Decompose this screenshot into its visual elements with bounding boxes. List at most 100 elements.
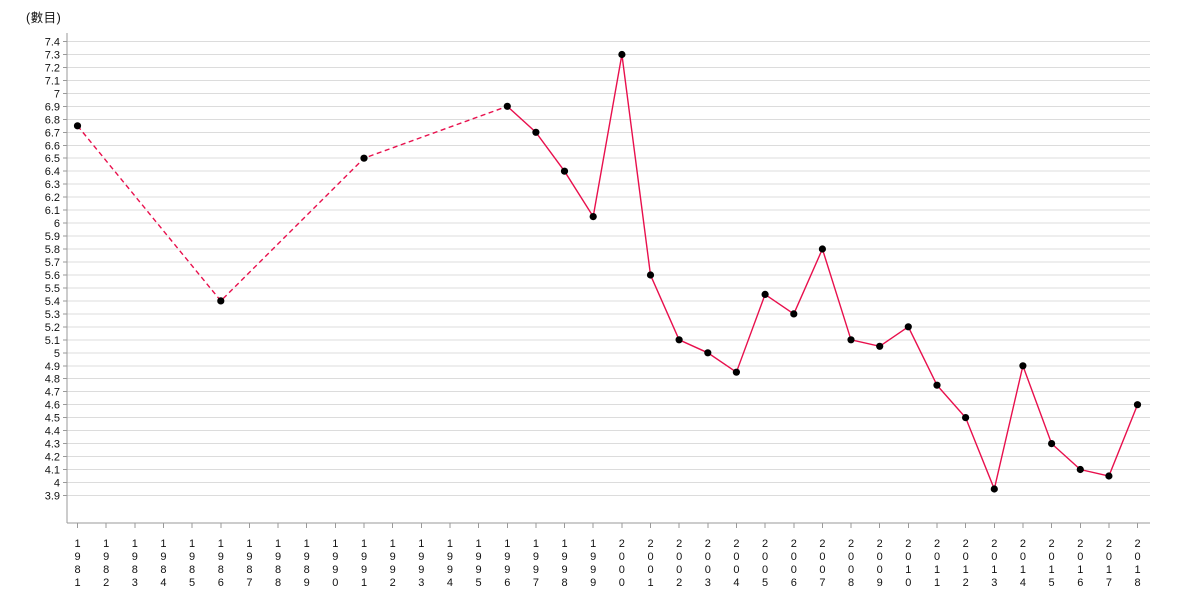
- data-point-marker: [646, 271, 655, 279]
- data-point-marker: [990, 485, 998, 493]
- data-point-marker: [360, 154, 368, 162]
- data-point-marker: [1076, 465, 1084, 474]
- y-tick-label: 4.2: [45, 452, 60, 464]
- y-tick-label: 4.9: [45, 361, 60, 373]
- y-axis-title: (數目): [26, 11, 62, 25]
- y-tick-label: 4.3: [45, 439, 60, 451]
- data-point-marker: [933, 381, 941, 389]
- data-point-marker: [532, 128, 540, 136]
- y-tick-label: 6.5: [45, 153, 60, 165]
- y-tick-label: 5.5: [45, 283, 60, 295]
- y-tick-label: 6.7: [45, 127, 60, 139]
- y-tick-label: 5.8: [45, 244, 60, 256]
- data-point-marker: [1019, 362, 1027, 370]
- y-tick-label: 4.4: [45, 426, 60, 438]
- y-tick-label: 7.1: [45, 75, 60, 87]
- y-tick-label: 5.4: [45, 296, 60, 308]
- y-tick-label: 4.1: [45, 465, 60, 477]
- y-tick-label: 6.1: [45, 205, 60, 217]
- y-tick-label: 4.6: [45, 400, 60, 412]
- data-point-marker: [1048, 440, 1056, 448]
- data-point-marker: [962, 414, 970, 422]
- y-tick-label: 5.6: [45, 270, 60, 282]
- data-point-marker: [217, 297, 225, 305]
- y-tick-label: 5.9: [45, 231, 60, 243]
- y-tick-label: 7: [54, 88, 60, 100]
- data-point-marker: [732, 368, 741, 376]
- y-tick-label: 6.6: [45, 140, 60, 152]
- data-point-marker: [761, 290, 769, 298]
- y-tick-label: 5: [54, 348, 60, 360]
- y-tick-label: 4.8: [45, 374, 60, 386]
- data-point-marker: [1133, 401, 1142, 409]
- data-point-marker: [73, 122, 82, 130]
- y-tick-label: 4: [54, 477, 60, 489]
- data-point-marker: [1105, 472, 1113, 480]
- y-tick-label: 6: [54, 218, 60, 230]
- y-tick-label: 7.2: [45, 62, 60, 74]
- y-tick-label: 7.3: [45, 49, 60, 61]
- y-tick-label: 6.8: [45, 114, 60, 126]
- y-tick-label: 4.7: [45, 387, 60, 399]
- data-point-marker: [589, 213, 597, 221]
- y-tick-label: 4.5: [45, 413, 60, 425]
- y-tick-label: 5.2: [45, 322, 60, 334]
- series-line-dashed: [76, 105, 508, 302]
- y-tick-label: 6.3: [45, 179, 60, 191]
- data-point-marker: [818, 245, 827, 253]
- y-tick-label: 5.3: [45, 309, 60, 321]
- data-point-marker: [560, 167, 569, 175]
- data-point-marker: [904, 323, 912, 331]
- y-tick-label: 6.9: [45, 101, 60, 113]
- data-point-marker: [503, 102, 511, 110]
- data-point-marker: [876, 342, 884, 350]
- data-point-marker: [675, 336, 683, 344]
- y-tick-label: 5.7: [45, 257, 60, 269]
- data-point-marker: [847, 336, 855, 344]
- y-tick-label: 6.2: [45, 192, 60, 204]
- data-point-marker: [790, 310, 798, 318]
- y-tick-label: 5.1: [45, 335, 60, 347]
- data-point-marker: [618, 50, 626, 59]
- data-point-marker: [704, 349, 712, 357]
